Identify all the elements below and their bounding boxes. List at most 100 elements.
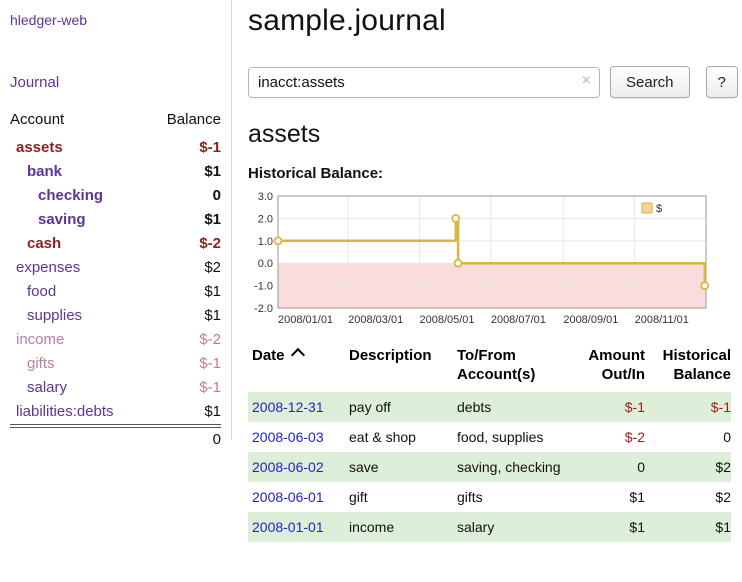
data-point-marker <box>700 281 710 290</box>
account-link-cash[interactable]: cash <box>27 235 62 252</box>
account-section-title: assets <box>248 120 321 148</box>
accounts-table: Account Balance assets $-1 bank $1 checking 0… <box>10 107 221 452</box>
account-balance: $1 <box>204 211 221 228</box>
transaction-date-link[interactable]: 2008-01-01 <box>252 519 324 535</box>
clear-search-icon[interactable]: × <box>581 71 591 89</box>
svg-text:-2.0: -2.0 <box>254 303 273 315</box>
accounts-header-account: Account <box>10 111 65 128</box>
register-header-label: Amount Out/In <box>588 347 645 383</box>
account-row: checking 0 <box>10 184 221 208</box>
svg-text:2008/03/01: 2008/03/01 <box>348 314 403 326</box>
register-row: 2008-06-01 gift gifts $1 $2 <box>248 482 731 512</box>
sidebar: hledger-web Journal Account Balance asse… <box>0 0 232 452</box>
transaction-accounts: salary <box>457 519 495 535</box>
transaction-accounts: food, supplies <box>457 429 544 445</box>
transaction-balance: $-1 <box>710 399 731 415</box>
help-button[interactable]: ? <box>705 66 738 98</box>
account-balance: $1 <box>204 307 221 324</box>
chart-title: Historical Balance: <box>248 165 384 182</box>
transaction-description: save <box>349 459 379 475</box>
historical-balance-chart: 3.0 2.0 1.0 0.0 -1.0 -2.0 2008/01/01 2008/03/01… <box>254 191 710 326</box>
account-link-bank[interactable]: bank <box>27 163 63 180</box>
register-header-label: To/From Account(s) <box>457 347 536 383</box>
account-link-saving[interactable]: saving <box>38 211 86 228</box>
app-title-link[interactable]: hledger-web <box>10 12 88 28</box>
transaction-balance: 0 <box>723 429 731 445</box>
transaction-amount: $1 <box>629 489 645 505</box>
app-window: hledger-web Journal Account Balance asse… <box>0 0 742 542</box>
account-balance: 0 <box>212 187 221 204</box>
search-form: × Search ? <box>248 66 738 98</box>
svg-text:1.0: 1.0 <box>258 236 273 248</box>
transaction-balance: $2 <box>715 459 731 475</box>
svg-text:2008/05/01: 2008/05/01 <box>419 314 474 326</box>
transaction-description: income <box>349 519 395 535</box>
account-row: food $1 <box>10 280 221 304</box>
transaction-amount: 0 <box>637 459 645 475</box>
register-table: Date Description To/From Account(s) Amount … <box>248 342 731 542</box>
account-link-supplies[interactable]: supplies <box>27 307 83 324</box>
account-row: cash $-2 <box>10 232 221 256</box>
data-point-marker <box>273 236 283 246</box>
account-row: expenses $2 <box>10 256 221 280</box>
svg-text:2008/11/01: 2008/11/01 <box>635 314 689 326</box>
page-title: sample.journal <box>248 4 446 37</box>
account-row: liabilities:debts $1 <box>10 400 221 426</box>
account-balance: $-2 <box>199 235 221 252</box>
register-row: 2008-12-31 pay off debts $-1 $-1 <box>248 392 731 422</box>
search-box: × <box>248 66 600 98</box>
data-point-marker <box>453 258 463 268</box>
transaction-description: pay off <box>349 399 391 415</box>
transaction-accounts: saving, checking <box>457 459 561 475</box>
accounts-total-row: 0 <box>10 424 221 452</box>
register-header-label: Date <box>252 347 285 364</box>
account-link-expenses[interactable]: expenses <box>16 259 81 276</box>
transaction-balance: $1 <box>715 519 731 535</box>
account-row: gifts $-1 <box>10 352 221 376</box>
transaction-accounts: debts <box>457 399 492 415</box>
register-header-label: Description <box>349 347 432 364</box>
account-link-liabilities-debts[interactable]: liabilities:debts <box>16 403 114 420</box>
register-row: 2008-06-02 save saving, checking 0 $2 <box>248 452 731 482</box>
sidebar-item-journal[interactable]: Journal <box>10 74 60 91</box>
transaction-date-link[interactable]: 2008-06-02 <box>252 459 324 475</box>
transaction-amount: $-1 <box>624 399 645 415</box>
account-link-gifts[interactable]: gifts <box>27 355 55 372</box>
account-link-income[interactable]: income <box>16 331 65 348</box>
account-row: assets $-1 <box>10 136 221 160</box>
transaction-description: gift <box>349 489 368 505</box>
account-link-food[interactable]: food <box>27 283 57 300</box>
sort-ascending-icon <box>290 347 305 363</box>
account-link-checking[interactable]: checking <box>38 187 104 204</box>
data-point-marker <box>451 213 461 223</box>
account-balance: $1 <box>204 283 221 300</box>
accounts-header-balance: Balance <box>166 111 221 128</box>
svg-text:2008/09/01: 2008/09/01 <box>563 314 618 326</box>
register-header-accounts: To/From Account(s) <box>457 342 567 392</box>
account-row: bank $1 <box>10 160 221 184</box>
account-balance: $-1 <box>199 379 221 396</box>
transaction-description: eat & shop <box>349 429 416 445</box>
accounts-total: 0 <box>148 424 221 452</box>
transaction-date-link[interactable]: 2008-06-03 <box>252 429 324 445</box>
svg-text:2.0: 2.0 <box>258 213 273 225</box>
account-row: saving $1 <box>10 208 221 232</box>
transaction-accounts: gifts <box>457 489 483 505</box>
register-row: 2008-06-03 eat & shop food, supplies $-2 0 <box>248 422 731 452</box>
svg-text:2008/01/01: 2008/01/01 <box>278 314 333 326</box>
account-row: income $-2 <box>10 328 221 352</box>
account-link-assets[interactable]: assets <box>16 139 63 156</box>
svg-text:3.0: 3.0 <box>258 191 273 203</box>
account-balance: $1 <box>204 403 221 420</box>
transaction-date-link[interactable]: 2008-12-31 <box>252 399 324 415</box>
search-input[interactable] <box>248 66 600 98</box>
transaction-balance: $2 <box>715 489 731 505</box>
register-header-date[interactable]: Date <box>248 342 349 392</box>
transaction-date-link[interactable]: 2008-06-01 <box>252 489 324 505</box>
main-content: sample.journal × Search ? assets Histori… <box>232 0 742 542</box>
register-header-label: Historical Balance <box>662 347 731 383</box>
svg-text:-1.0: -1.0 <box>254 281 273 293</box>
transaction-amount: $1 <box>629 519 645 535</box>
search-button[interactable]: Search <box>610 66 690 98</box>
account-link-salary[interactable]: salary <box>27 379 68 396</box>
